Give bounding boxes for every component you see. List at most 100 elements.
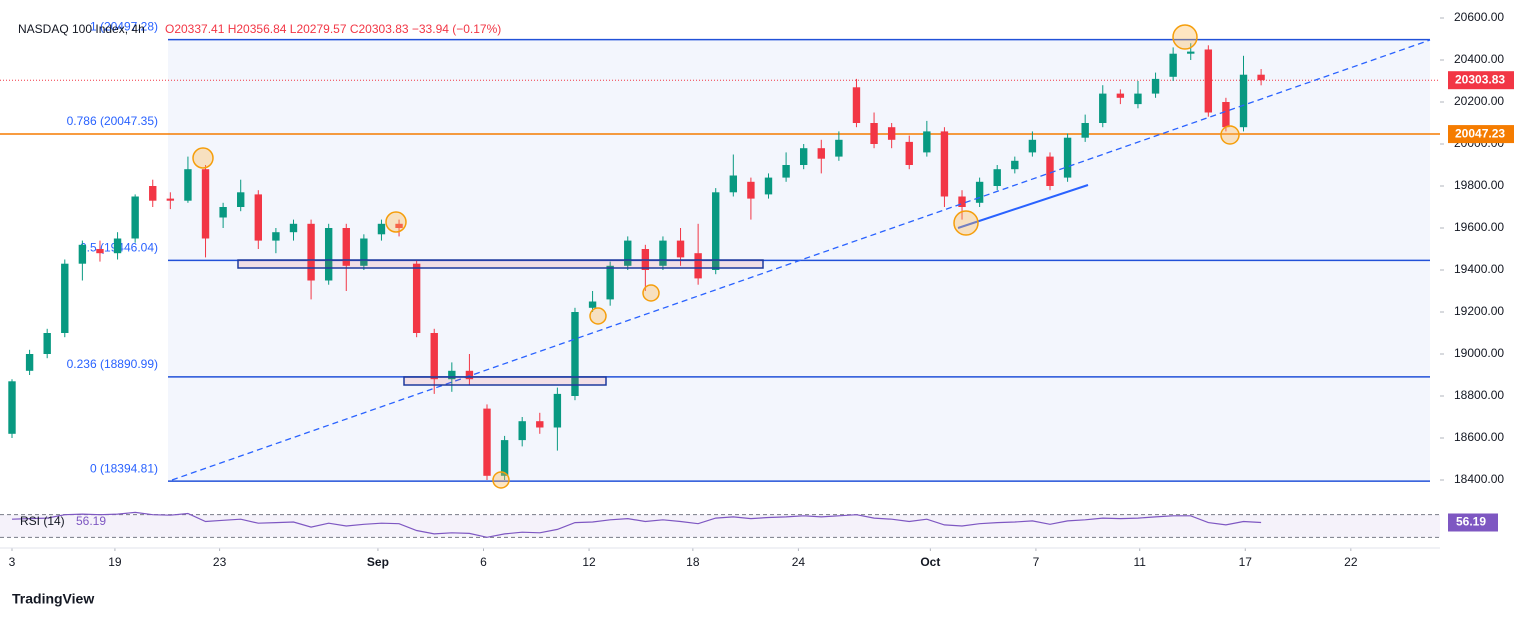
candle-body bbox=[272, 232, 280, 241]
candle-body bbox=[1028, 139, 1037, 153]
level-label: 0.236 (18890.99) bbox=[67, 357, 158, 371]
zone bbox=[403, 376, 607, 386]
candle-body bbox=[571, 312, 579, 396]
x-tick-label: 18 bbox=[686, 555, 700, 569]
marker bbox=[642, 284, 660, 302]
candle-body bbox=[1151, 78, 1160, 94]
candle-body bbox=[676, 240, 685, 258]
candle-body bbox=[96, 249, 104, 254]
candle-body bbox=[465, 370, 474, 380]
candle-body bbox=[993, 169, 1001, 186]
candle-body bbox=[747, 181, 755, 199]
candle-body bbox=[553, 393, 562, 428]
candle-body bbox=[131, 196, 139, 239]
candle-body bbox=[149, 186, 157, 201]
candle-body bbox=[219, 207, 227, 218]
candle-body bbox=[237, 192, 245, 207]
marker bbox=[1172, 24, 1198, 50]
candle-body bbox=[923, 131, 931, 153]
x-tick-label: 19 bbox=[108, 555, 122, 569]
candle-body bbox=[1204, 49, 1213, 113]
last-price-label: 20303.83 bbox=[1455, 72, 1505, 86]
candle-body bbox=[835, 139, 843, 157]
x-tick-label: 11 bbox=[1133, 555, 1146, 569]
y-tick-label: 19200.00 bbox=[1454, 304, 1504, 318]
marker bbox=[192, 147, 214, 169]
candle-body bbox=[606, 265, 614, 300]
marked-price-label-box bbox=[1448, 125, 1514, 144]
candle-body bbox=[1222, 102, 1230, 128]
level-label: 1 (20497.28) bbox=[90, 20, 158, 34]
candle-body bbox=[1134, 93, 1142, 105]
last-price-label-box bbox=[1448, 71, 1514, 90]
candle-body bbox=[852, 87, 861, 123]
markers bbox=[192, 24, 1240, 489]
marker bbox=[953, 210, 979, 236]
candle-body bbox=[764, 177, 773, 195]
candle-body bbox=[1099, 93, 1107, 123]
candle-body bbox=[184, 169, 192, 201]
zone bbox=[237, 259, 764, 269]
y-tick-label: 20400.00 bbox=[1454, 52, 1504, 66]
candle-body bbox=[307, 223, 315, 281]
candle-body bbox=[975, 181, 984, 203]
candle-body bbox=[377, 223, 386, 235]
candle-body bbox=[448, 370, 456, 380]
candle-body bbox=[430, 333, 438, 380]
candle-body bbox=[782, 165, 790, 178]
y-tick-label: 20200.00 bbox=[1454, 94, 1504, 108]
candle-body bbox=[536, 421, 544, 428]
candle-body bbox=[729, 175, 738, 193]
candle-body bbox=[412, 263, 421, 333]
candle-body bbox=[25, 354, 34, 371]
candle-body bbox=[483, 408, 491, 476]
candle-body bbox=[1169, 53, 1177, 77]
x-tick-label: 17 bbox=[1239, 555, 1253, 569]
candle-body bbox=[1046, 156, 1054, 186]
candle-body bbox=[289, 223, 298, 233]
candle-body bbox=[870, 123, 878, 144]
candle-body bbox=[166, 198, 175, 201]
candle-body bbox=[1187, 51, 1195, 54]
trend-line bbox=[171, 39, 1431, 481]
y-tick-label: 20600.00 bbox=[1454, 10, 1504, 24]
candle-body bbox=[1257, 74, 1265, 81]
rsi-line bbox=[11, 511, 1262, 538]
marker bbox=[589, 307, 607, 325]
x-tick-label: 22 bbox=[1344, 555, 1358, 569]
candle-body bbox=[694, 253, 702, 279]
candle-body bbox=[624, 240, 632, 266]
candle-body bbox=[78, 244, 87, 264]
candle-body bbox=[500, 440, 509, 476]
x-tick-label: 6 bbox=[480, 555, 487, 569]
candle-body bbox=[958, 196, 966, 207]
x-tick-label: Oct bbox=[920, 555, 940, 569]
rsi-last-label: 56.19 bbox=[1456, 515, 1486, 529]
level-label: 0 (18394.81) bbox=[90, 461, 158, 475]
candle-body bbox=[1011, 160, 1019, 170]
x-tick-label: 23 bbox=[213, 555, 227, 569]
y-tick-label: 18400.00 bbox=[1454, 472, 1504, 486]
x-tick-label: 3 bbox=[9, 555, 16, 569]
symbol: NASDAQ 100 Index, 4h bbox=[18, 22, 145, 36]
candle-body bbox=[8, 381, 16, 434]
level-label: 0.786 (20047.35) bbox=[67, 114, 158, 128]
candle-body bbox=[518, 421, 526, 441]
candle-body bbox=[905, 141, 913, 165]
candle-body bbox=[360, 238, 368, 266]
x-tick-label: 24 bbox=[792, 555, 806, 569]
candle-body bbox=[1081, 123, 1089, 138]
x-tick-label: 7 bbox=[1033, 555, 1040, 569]
marker bbox=[385, 211, 407, 233]
candle-body bbox=[712, 192, 720, 270]
support-line bbox=[957, 184, 1089, 229]
y-tick-label: 19800.00 bbox=[1454, 178, 1504, 192]
brand: TradingView bbox=[12, 591, 94, 607]
y-tick-label: 19000.00 bbox=[1454, 346, 1504, 360]
y-tick-label: 19600.00 bbox=[1454, 220, 1504, 234]
candle-body bbox=[324, 228, 333, 281]
candle-body bbox=[201, 169, 210, 239]
candle-body bbox=[940, 131, 949, 197]
candle-body bbox=[254, 194, 262, 241]
